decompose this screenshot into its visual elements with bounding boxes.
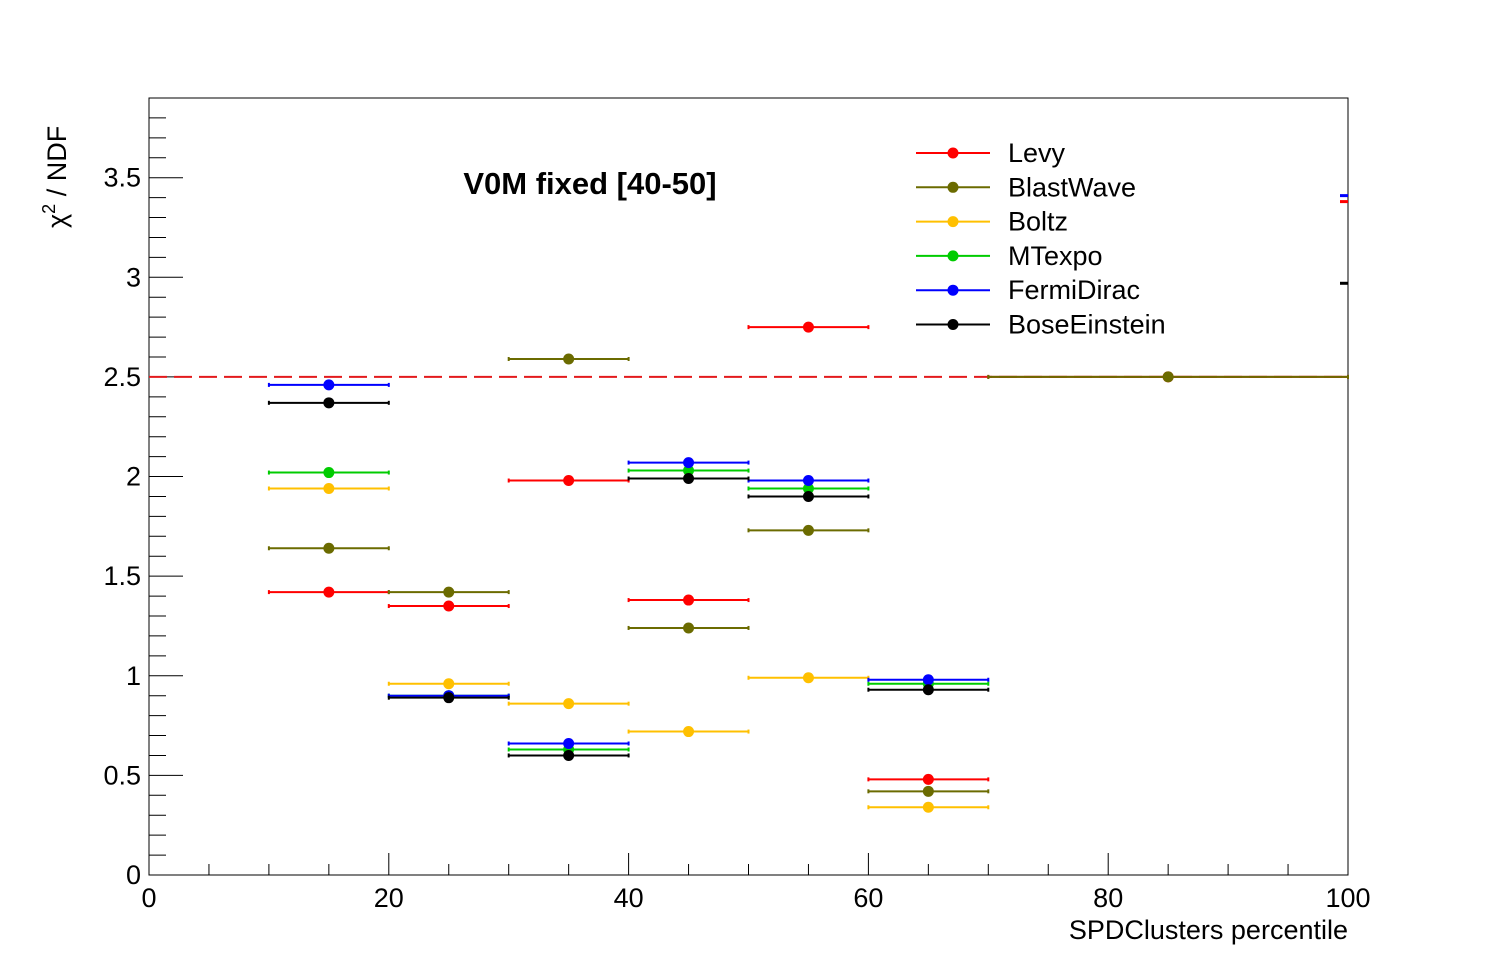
data-point [443,586,455,598]
legend-item-blastwave: BlastWave [916,172,1136,202]
y-tick-label: 1 [126,661,141,691]
data-point [802,672,814,684]
legend-label: BoseEinstein [1008,310,1166,340]
legend-label: BlastWave [1008,172,1136,202]
x-tick-label: 80 [1093,883,1123,913]
series-fermidirac [267,194,1348,750]
y-axis-title-chi: χ [42,214,72,228]
y-tick-label: 3.5 [103,163,141,193]
data-point [802,321,814,333]
data-point [1162,371,1174,383]
data-point [683,622,695,634]
series-blastwave [267,353,1349,797]
series-boseeinstein [267,281,1348,761]
legend-item-boseeinstein: BoseEinstein [916,310,1166,340]
data-point [443,692,455,704]
data-point [683,473,695,485]
data-point [922,801,934,813]
y-axis-title-rest: / NDF [42,126,72,204]
y-tick-label: 0 [126,860,141,890]
data-point [563,749,575,761]
data-point [683,457,695,469]
legend-item-levy: Levy [916,138,1066,168]
series-group [267,194,1349,813]
data-point [323,586,335,598]
data-point [922,674,934,686]
y-axis-title: χ2 / NDF [39,126,72,228]
legend-marker [947,284,959,296]
series-boltz [267,482,990,813]
data-point [563,738,575,750]
data-point [323,379,335,391]
data-point [563,698,575,710]
legend: Levy BlastWave Boltz MTexpo FermiDirac BoseEi… [916,138,1166,340]
legend-item-boltz: Boltz [916,207,1068,237]
legend-item-fermidirac: FermiDirac [916,275,1140,305]
legend-marker [947,181,959,193]
legend-item-mtexpo: MTexpo [916,241,1103,271]
x-tick-label: 20 [374,883,404,913]
y-axis-ticks: 0 0.5 1 1.5 2 2.5 3 3.5 [103,117,183,890]
x-axis-ticks: 0 20 40 60 80 100 [141,853,1371,913]
data-point [683,594,695,606]
x-tick-label: 100 [1325,883,1370,913]
data-point [802,482,814,494]
data-point [323,482,335,494]
data-point [323,467,335,479]
legend-label: Boltz [1008,207,1068,237]
y-tick-label: 0.5 [103,760,141,790]
series-mtexpo [267,465,990,755]
y-tick-label: 2 [126,462,141,492]
data-point [443,600,455,612]
data-point [802,475,814,487]
legend-marker [947,319,959,330]
chart-title: V0M fixed [40-50] [463,166,716,201]
legend-label: MTexpo [1008,241,1103,271]
data-point [443,678,455,690]
data-point [922,785,934,797]
data-point [922,773,934,785]
legend-marker [947,216,959,228]
legend-label: FermiDirac [1008,275,1140,305]
legend-marker [947,250,959,262]
data-point [683,465,695,477]
legend-marker [947,147,959,159]
legend-label: Levy [1008,138,1066,168]
y-tick-label: 2.5 [103,362,141,392]
y-tick-label: 1.5 [103,561,141,591]
data-point [683,726,695,738]
data-point [802,524,814,536]
data-point [323,397,335,409]
data-point [802,490,814,502]
x-tick-label: 60 [853,883,883,913]
y-tick-label: 3 [126,262,141,292]
x-axis-title: SPDClusters percentile [1069,915,1348,945]
x-tick-label: 0 [141,883,156,913]
data-point [323,542,335,554]
data-point [563,475,575,487]
y-axis-title-sup: 2 [39,204,59,214]
x-tick-label: 40 [614,883,644,913]
data-point [563,353,575,365]
data-point [922,684,934,696]
